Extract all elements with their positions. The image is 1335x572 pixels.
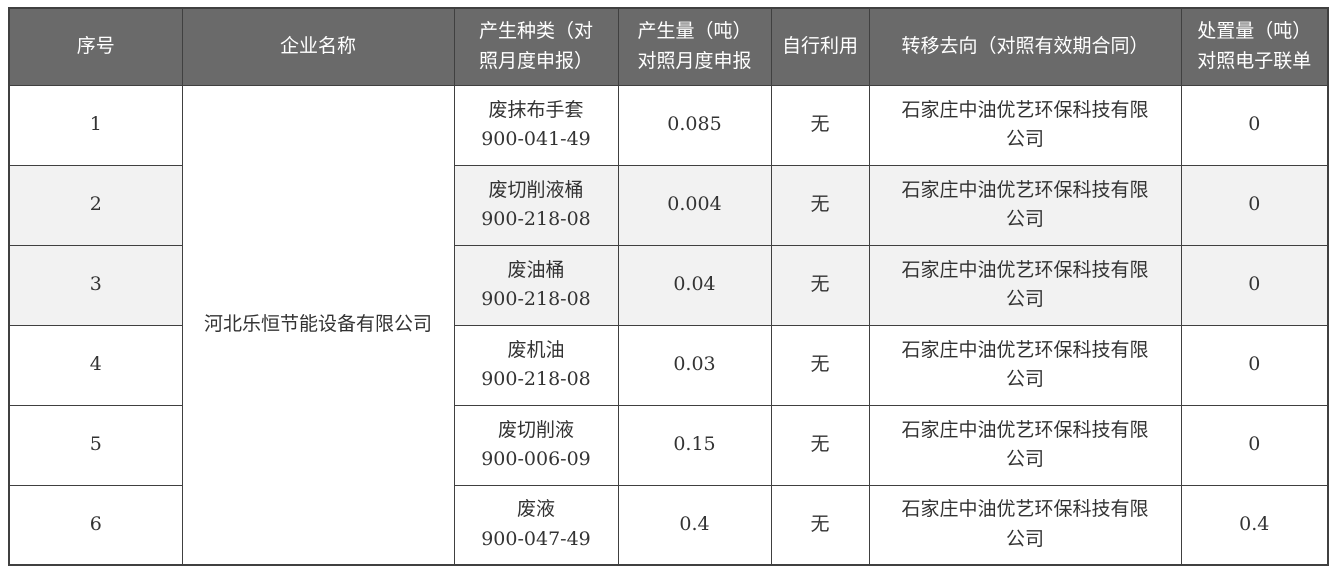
cell-transfer-destination: 石家庄中油优艺环保科技有限 公司 bbox=[868, 404, 1182, 486]
cell-waste-type: 废抹布手套 900-041-49 bbox=[453, 84, 619, 166]
cell-transfer-destination: 石家庄中油优艺环保科技有限 公司 bbox=[868, 324, 1182, 406]
cell-waste-type: 废切削液 900-006-09 bbox=[453, 404, 619, 486]
cell-self-utilization: 无 bbox=[770, 164, 870, 246]
waste-type-name: 废液 bbox=[516, 498, 555, 521]
header-generated-amount: 产生量（吨） 对照月度申报 bbox=[617, 7, 772, 86]
waste-type-name: 废抹布手套 bbox=[488, 98, 584, 121]
header-disposal-amount: 处置量（吨） 对照电子联单 bbox=[1180, 7, 1329, 86]
waste-type-name: 废油桶 bbox=[507, 258, 565, 281]
cell-disposal-amount: 0 bbox=[1180, 324, 1329, 406]
waste-type-name: 废切削液桶 bbox=[488, 178, 584, 201]
cell-transfer-destination: 石家庄中油优艺环保科技有限 公司 bbox=[868, 84, 1182, 166]
header-serial-number: 序号 bbox=[8, 7, 183, 86]
header-transfer-destination: 转移去向（对照有效期合同） bbox=[868, 7, 1182, 86]
header-company-name: 企业名称 bbox=[181, 7, 455, 86]
table-row-6: 6 废液 900-047-49 0.4 无 石家庄中油优艺环保科技有限 公司 0.… bbox=[8, 484, 1329, 566]
cell-self-utilization: 无 bbox=[770, 84, 870, 166]
cell-disposal-amount: 0 bbox=[1180, 404, 1329, 486]
cell-disposal-amount: 0 bbox=[1180, 84, 1329, 166]
cell-generated-amount: 0.15 bbox=[617, 404, 772, 486]
cell-self-utilization: 无 bbox=[770, 484, 870, 566]
cell-disposal-amount: 0.4 bbox=[1180, 484, 1329, 566]
cell-self-utilization: 无 bbox=[770, 404, 870, 486]
waste-type-name: 废机油 bbox=[507, 338, 565, 361]
cell-serial-number: 6 bbox=[8, 484, 183, 566]
cell-transfer-destination: 石家庄中油优艺环保科技有限 公司 bbox=[868, 244, 1182, 326]
cell-company-name: 河北乐恒节能设备有限公司 bbox=[181, 84, 455, 566]
waste-type-code: 900-006-09 bbox=[481, 448, 591, 470]
hazardous-waste-table: 序号 企业名称 产生种类（对 照月度申报） 产生量（吨） 对照月度申报 自行利用… bbox=[8, 7, 1329, 566]
table-row-1: 1 河北乐恒节能设备有限公司 废抹布手套 900-041-49 0.085 无 石… bbox=[8, 84, 1329, 566]
cell-transfer-destination: 石家庄中油优艺环保科技有限 公司 bbox=[868, 484, 1182, 566]
cell-disposal-amount: 0 bbox=[1180, 164, 1329, 246]
cell-serial-number: 5 bbox=[8, 404, 183, 486]
cell-generated-amount: 0.085 bbox=[617, 84, 772, 166]
cell-serial-number: 4 bbox=[8, 324, 183, 406]
cell-serial-number: 1 bbox=[8, 84, 183, 166]
cell-self-utilization: 无 bbox=[770, 324, 870, 406]
header-waste-type: 产生种类（对 照月度申报） bbox=[453, 7, 619, 86]
cell-serial-number: 3 bbox=[8, 244, 183, 326]
cell-generated-amount: 0.4 bbox=[617, 484, 772, 566]
cell-transfer-destination: 石家庄中油优艺环保科技有限 公司 bbox=[868, 164, 1182, 246]
waste-type-code: 900-218-08 bbox=[481, 288, 591, 310]
header-self-utilization: 自行利用 bbox=[770, 7, 870, 86]
cell-waste-type: 废切削液桶 900-218-08 bbox=[453, 164, 619, 246]
cell-serial-number: 2 bbox=[8, 164, 183, 246]
table-row-5: 5 废切削液 900-006-09 0.15 无 石家庄中油优艺环保科技有限 公司… bbox=[8, 404, 1329, 486]
cell-disposal-amount: 0 bbox=[1180, 244, 1329, 326]
cell-generated-amount: 0.04 bbox=[617, 244, 772, 326]
waste-type-code: 900-218-08 bbox=[481, 368, 591, 390]
table-row-3: 3 废油桶 900-218-08 0.04 无 石家庄中油优艺环保科技有限 公司 … bbox=[8, 244, 1329, 326]
cell-waste-type: 废机油 900-218-08 bbox=[453, 324, 619, 406]
cell-waste-type: 废油桶 900-218-08 bbox=[453, 244, 619, 326]
waste-type-code: 900-218-08 bbox=[481, 208, 591, 230]
table-row-4: 4 废机油 900-218-08 0.03 无 石家庄中油优艺环保科技有限 公司 … bbox=[8, 324, 1329, 406]
cell-generated-amount: 0.004 bbox=[617, 164, 772, 246]
waste-type-code: 900-047-49 bbox=[481, 527, 591, 550]
cell-self-utilization: 无 bbox=[770, 244, 870, 326]
waste-type-code: 900-041-49 bbox=[481, 128, 591, 150]
header-row: 序号 企业名称 产生种类（对 照月度申报） 产生量（吨） 对照月度申报 自行利用… bbox=[8, 7, 1329, 86]
waste-type-name: 废切削液 bbox=[497, 418, 574, 441]
cell-generated-amount: 0.03 bbox=[617, 324, 772, 406]
table-row-2: 2 废切削液桶 900-218-08 0.004 无 石家庄中油优艺环保科技有限 … bbox=[8, 164, 1329, 246]
cell-waste-type: 废液 900-047-49 bbox=[453, 484, 619, 566]
